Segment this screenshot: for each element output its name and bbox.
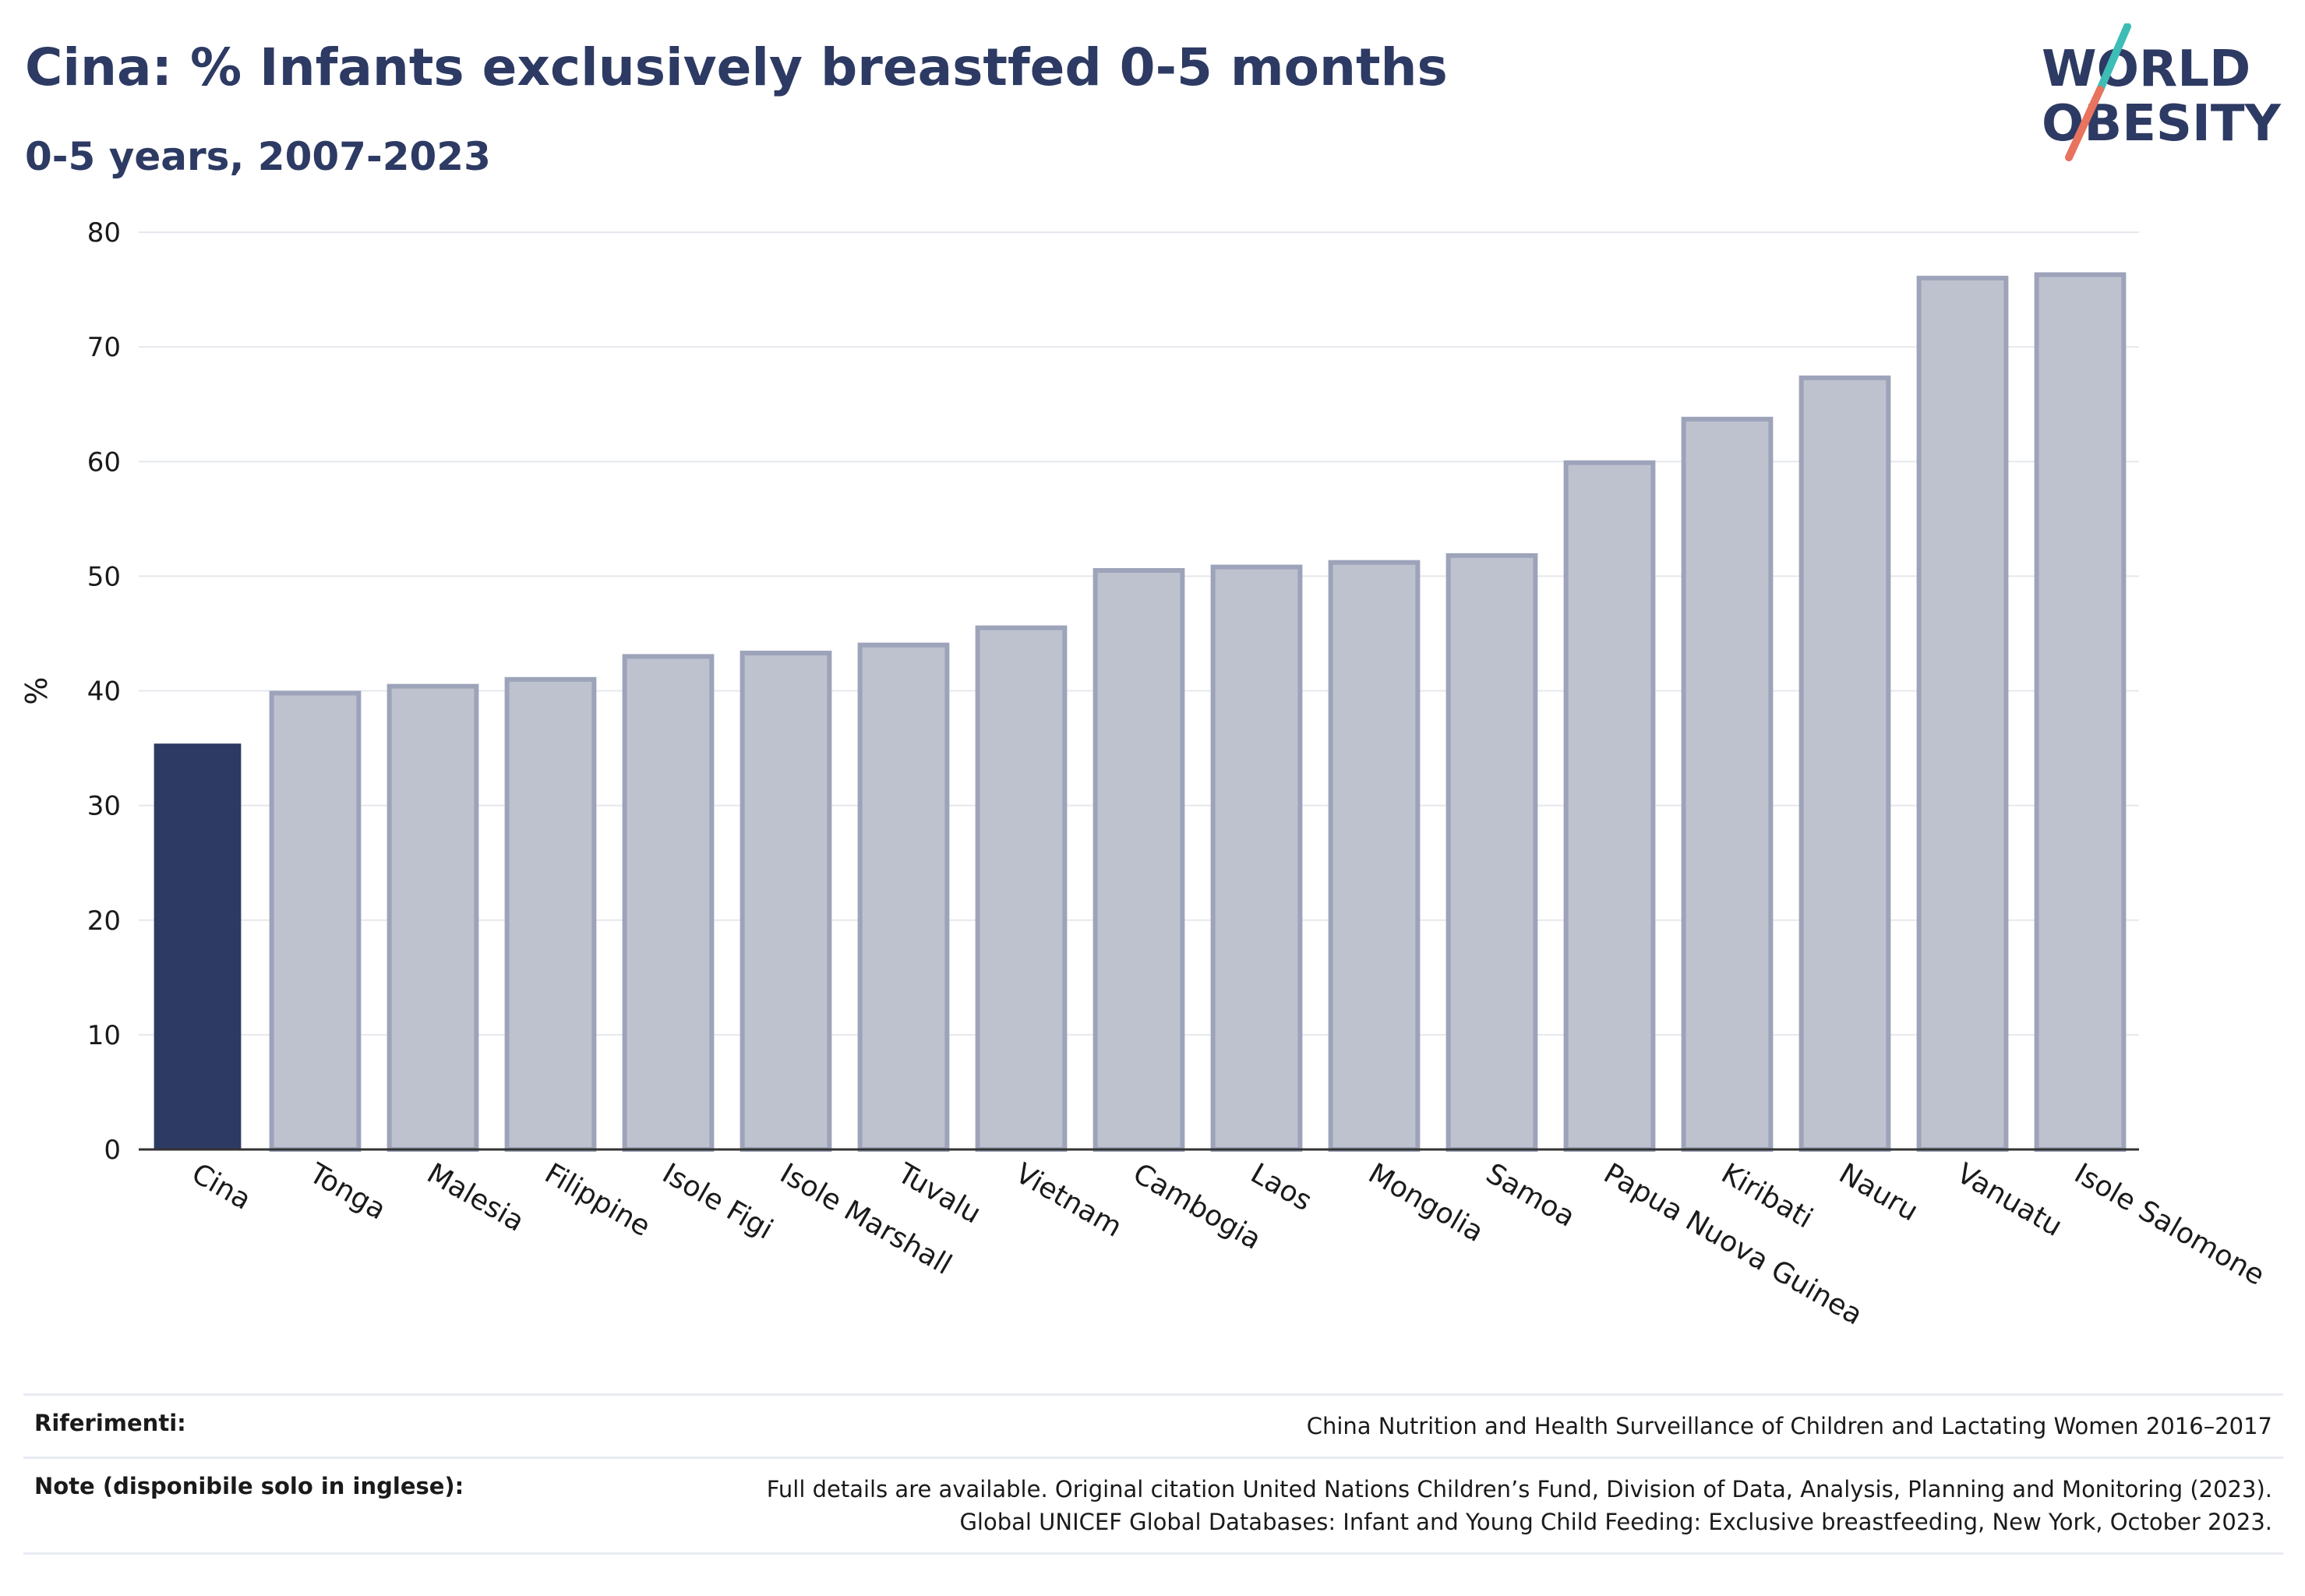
y-tick-label: 10: [87, 1020, 121, 1051]
y-tick-label: 40: [87, 676, 121, 708]
bar-malesia: [387, 683, 479, 1152]
y-tick-label: 50: [87, 561, 121, 592]
references-value: China Nutrition and Health Surveillance …: [1306, 1413, 2272, 1439]
notes-line1: Full details are available. Original cit…: [766, 1476, 2272, 1503]
notes-label: Note (disponibile solo in inglese):: [34, 1473, 464, 1500]
y-tick-label: 20: [87, 906, 121, 937]
chart-title: Cina: % Infants exclusively breastfed 0-…: [25, 37, 1448, 97]
x-tick-label: Vanuatu: [1951, 1157, 2067, 1243]
x-tick-label: Samoa: [1481, 1157, 1580, 1234]
x-axis-labels: Cina Tonga Malesia Filippine Isole Figi Isole…: [186, 1157, 2270, 1332]
x-tick-label: Cina: [186, 1157, 256, 1216]
chart-subtitle: 0-5 years, 2007-2023: [25, 134, 491, 179]
x-tick-label: Nauru: [1834, 1157, 1923, 1227]
bar-chart: 0 10 20 30 40 50 60 70 80 Cina Tonga Malesia Filipp…: [19, 217, 2270, 1332]
bar-samoa: [1445, 553, 1538, 1152]
x-tick-label: Isole Salomone: [2069, 1157, 2270, 1292]
footer-notes-row: Note (disponibile solo in inglese): Full…: [23, 1457, 2283, 1555]
bar-laos: [1210, 564, 1303, 1152]
bars: [154, 272, 2127, 1153]
bar-tuvalu: [857, 642, 950, 1152]
bar-tonga: [269, 690, 362, 1152]
bar-mongolia: [1328, 560, 1421, 1152]
world-obesity-logo: WORLD OBESITY: [2042, 23, 2281, 161]
x-tick-label: Filippine: [539, 1157, 655, 1243]
bar-nauru: [1798, 375, 1891, 1152]
x-tick-label: Vietnam: [1010, 1157, 1127, 1244]
references-label: Riferimenti:: [34, 1410, 186, 1436]
logo-slash-coral-icon: [2065, 86, 2104, 161]
x-tick-label: Tonga: [303, 1157, 391, 1227]
footer-references-row: Riferimenti: China Nutrition and Health …: [23, 1393, 2283, 1457]
notes-line2: Global UNICEF Global Databases: Infant a…: [959, 1509, 2272, 1536]
bar-vietnam: [975, 625, 1068, 1152]
logo-slash-teal-icon: [2096, 23, 2131, 94]
y-tick-label: 80: [87, 217, 121, 249]
footer: Riferimenti: China Nutrition and Health …: [23, 1393, 2283, 1555]
x-tick-label: Laos: [1245, 1157, 1317, 1217]
logo-line1: WORLD: [2042, 41, 2250, 98]
y-axis-ticks: 0 10 20 30 40 50 60 70 80: [87, 217, 121, 1166]
y-tick-label: 60: [87, 447, 121, 478]
x-tick-label: Isole Figi: [657, 1157, 778, 1245]
y-tick-label: 0: [104, 1135, 121, 1166]
notes-value: Full details are available. Original cit…: [767, 1473, 2272, 1538]
bar-isole-figi: [622, 654, 715, 1152]
y-axis-title: %: [19, 676, 54, 704]
bar-isole-salomone: [2034, 272, 2127, 1152]
bar-papua-nuova-guinea: [1563, 460, 1656, 1152]
x-tick-label: Kiribati: [1716, 1157, 1818, 1234]
x-tick-label: Malesia: [422, 1157, 529, 1238]
bar-kiribati: [1681, 416, 1774, 1152]
bar-filippine: [504, 676, 597, 1152]
x-tick-label: Tuvalu: [891, 1157, 986, 1231]
bar-cina: [154, 743, 242, 1149]
y-tick-label: 30: [87, 791, 121, 822]
y-tick-label: 70: [87, 332, 121, 363]
bar-vanuatu: [1916, 275, 2009, 1153]
bar-cambogia: [1092, 568, 1185, 1152]
x-tick-label: Cambogia: [1128, 1157, 1266, 1256]
x-tick-label: Mongolia: [1363, 1157, 1489, 1248]
bar-isole-marshall: [740, 650, 832, 1152]
